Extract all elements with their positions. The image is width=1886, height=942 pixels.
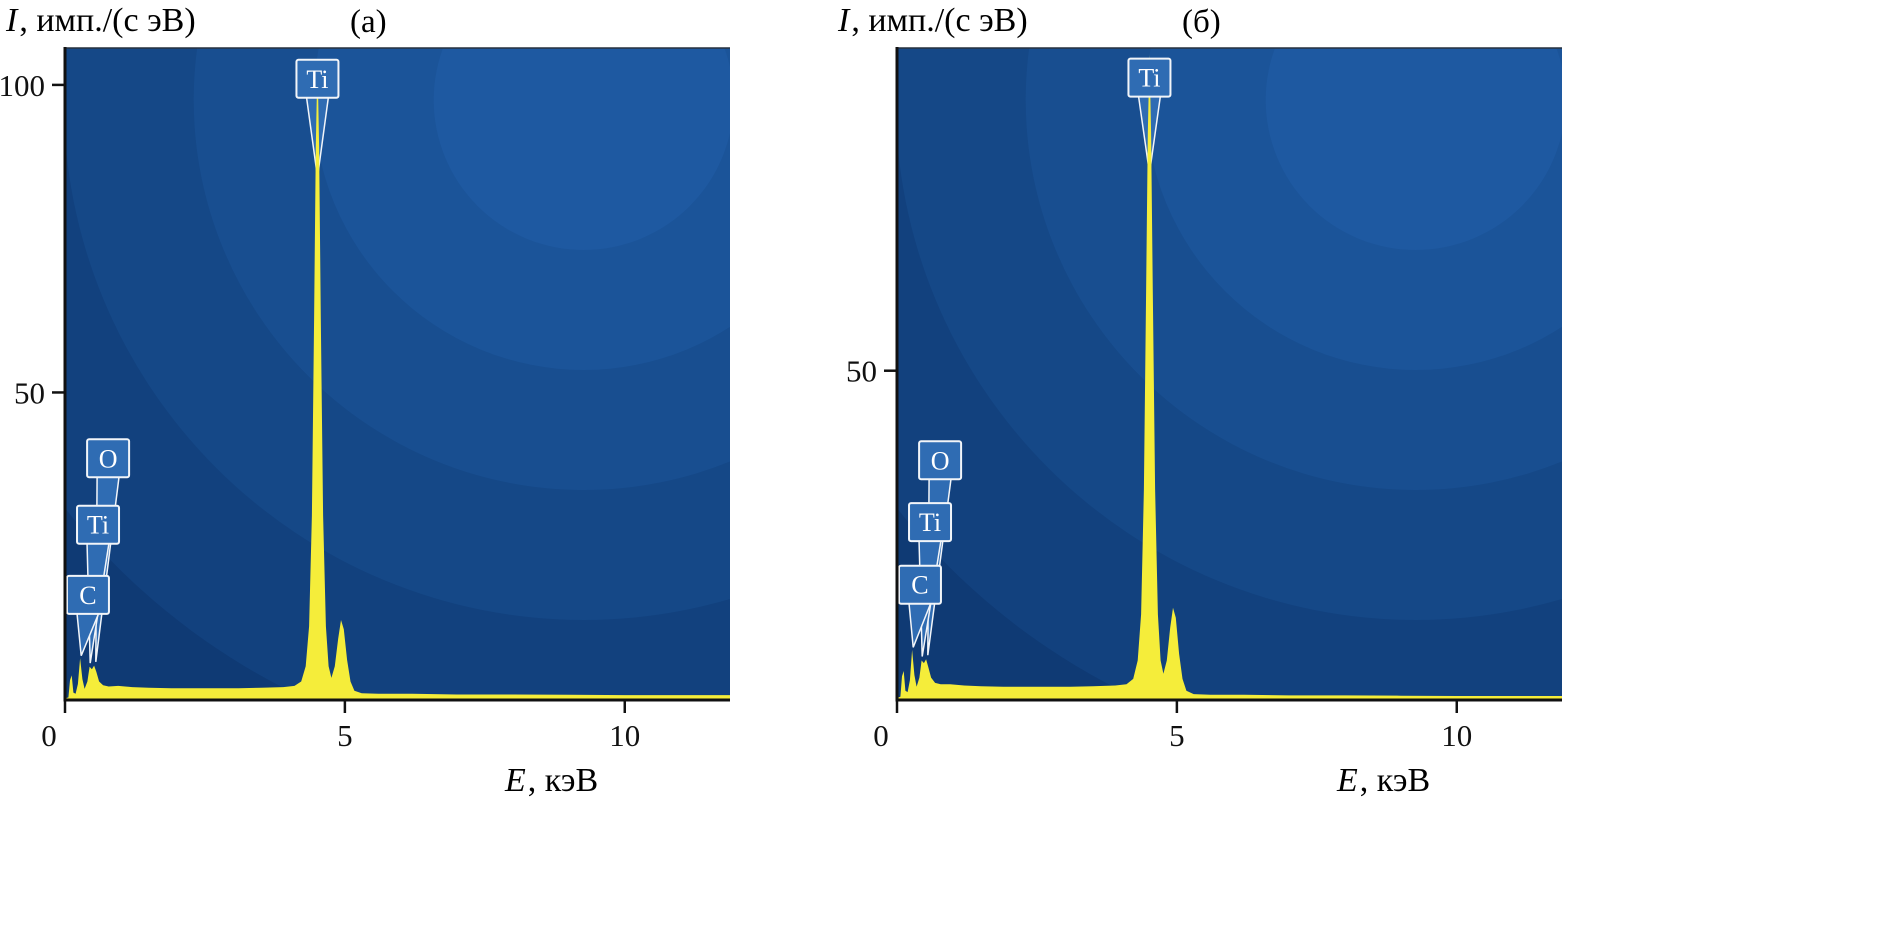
x-axis-variable: E <box>505 762 526 799</box>
y-axis-units: , имп./(с эВ) <box>851 2 1028 39</box>
element-label-box <box>295 58 340 99</box>
y-axis-units: , имп./(с эВ) <box>19 2 196 39</box>
element-label-box <box>908 502 953 543</box>
element-label: O <box>99 444 118 473</box>
y-tick-label: 50 <box>846 354 877 389</box>
x-axis-units: , кэВ <box>1359 762 1431 799</box>
y-tick-label: 100 <box>0 68 45 103</box>
plot-area: Ti O Ti C <box>65 48 730 700</box>
x-tick-label: 10 <box>1441 718 1472 753</box>
x-tick-label: 0 <box>41 718 57 753</box>
x-tick-label: 5 <box>1169 718 1185 753</box>
y-axis-label: I, имп./(с эВ) <box>838 2 1028 40</box>
y-axis-label: I, имп./(с эВ) <box>6 2 196 40</box>
element-label-box <box>1127 57 1172 98</box>
background-band <box>433 48 730 250</box>
element-label: Ti <box>919 508 941 537</box>
element-label: C <box>911 571 928 600</box>
panel-label-b: (б) <box>1182 4 1221 40</box>
x-tick-label: 0 <box>873 718 889 753</box>
element-label-box <box>918 440 963 481</box>
element-label: Ti <box>1138 64 1160 93</box>
y-tick-label: 50 <box>14 375 45 410</box>
x-axis-label: E, кэВ <box>505 762 598 800</box>
element-label: Ti <box>87 511 109 540</box>
panel-a: Ti O Ti C 50 100 0 5 10 I, имп./(с эВ) (а) E, кэ… <box>0 0 830 942</box>
element-label: C <box>79 581 96 610</box>
element-label: O <box>931 446 950 475</box>
panel-b: Ti O Ti C 50 0 5 10 I, имп./(с эВ) (б) E, кэВ <box>832 0 1662 942</box>
background-band <box>1265 48 1562 250</box>
x-axis-units: , кэВ <box>527 762 599 799</box>
element-label: Ti <box>306 65 328 94</box>
element-label-box <box>897 564 942 605</box>
panel-label-a: (а) <box>350 4 387 40</box>
x-axis-label: E, кэВ <box>1337 762 1430 800</box>
element-label-box <box>76 504 121 545</box>
x-axis-variable: E <box>1337 762 1358 799</box>
x-tick-label: 10 <box>609 718 640 753</box>
element-label-box <box>65 574 110 615</box>
element-label-box <box>86 438 131 479</box>
y-axis-variable: I <box>6 2 18 39</box>
x-tick-label: 5 <box>337 718 353 753</box>
y-axis-variable: I <box>838 2 850 39</box>
eds-spectrum-chart-a: Ti O Ti C 50 100 0 5 10 <box>0 47 730 753</box>
plot-area: Ti O Ti C <box>897 48 1562 700</box>
eds-spectrum-chart-b: Ti O Ti C 50 0 5 10 <box>846 47 1562 753</box>
